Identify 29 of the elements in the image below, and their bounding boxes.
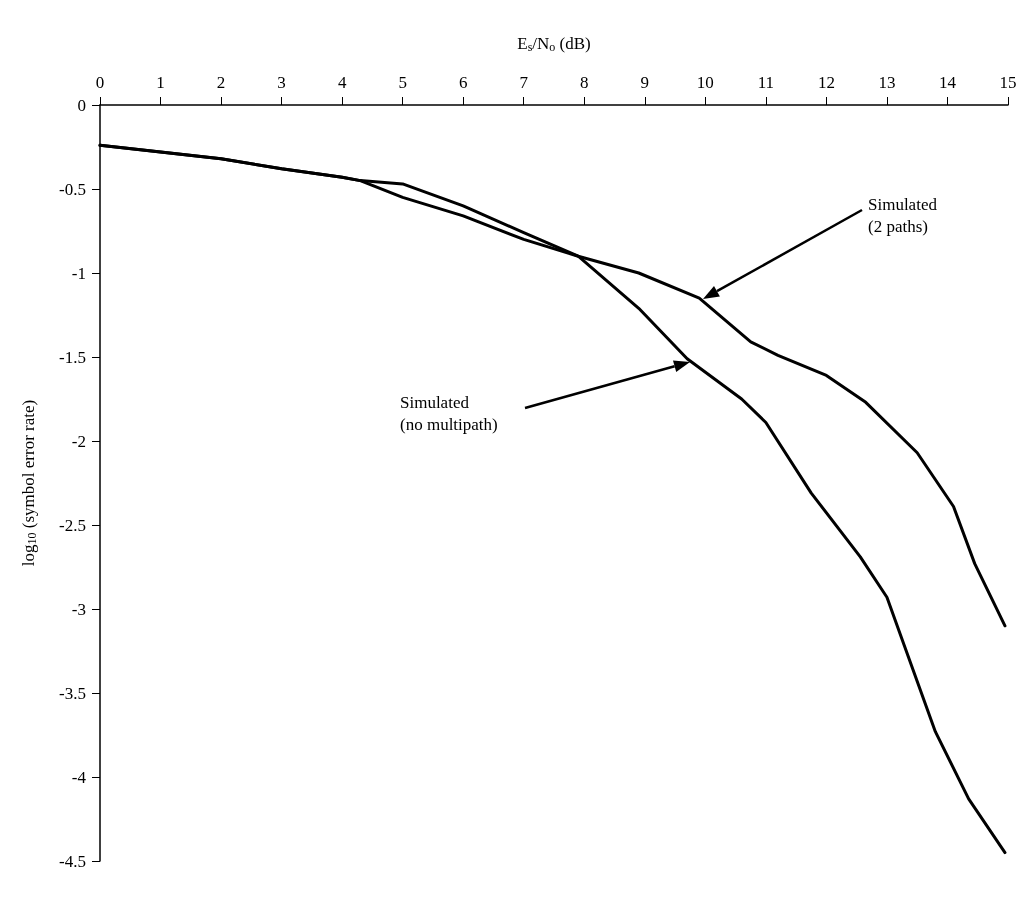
y-tick-label: -3 [71,599,86,619]
x-tick-label: 9 [640,73,650,92]
y-tick-label: -4.5 [59,851,86,871]
y-axis-title: log10 (symbol error rate) [18,399,39,567]
y-tick-label: -2 [71,431,86,451]
x-tick-label: 12 [817,73,835,92]
x-tick-label: 15 [999,73,1017,92]
y-tick-label: -3.5 [59,683,86,703]
y-tick-label: -0.5 [59,179,86,199]
x-tick-label: 7 [519,73,529,92]
x-tick-label: 3 [277,73,286,92]
x-tick-label: 2 [216,73,226,92]
x-tick-label: 10 [696,73,714,92]
x-tick-label: 1 [156,73,165,92]
y-tick-label: 0 [77,95,86,115]
x-tick-label: 14 [938,73,957,92]
x-tick-label: 6 [458,73,468,92]
x-tick-label: 13 [878,73,896,92]
y-tick-label: -4 [71,767,87,787]
x-tick-label: 8 [580,73,589,92]
x-tick-label: 0 [95,73,105,92]
y-tick-label: -2.5 [59,515,86,535]
annotation: Simulated (2 paths) [868,195,938,236]
x-tick-label: 4 [337,73,347,92]
x-tick-label: 5 [398,73,407,92]
y-tick-label: -1.5 [59,347,86,367]
x-tick-label: 11 [757,73,775,92]
y-tick-label: -1 [71,263,86,283]
annotation: Simulated (no multipath) [400,393,498,434]
